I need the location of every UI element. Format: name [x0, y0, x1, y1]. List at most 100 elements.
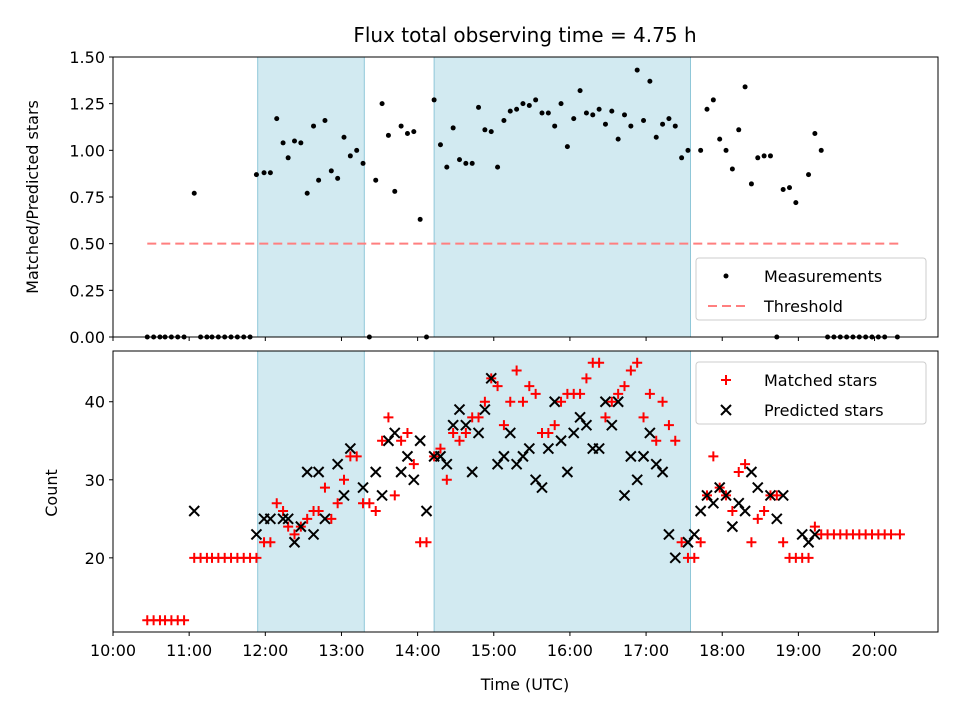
measurement-point — [463, 160, 469, 166]
measurement-point — [583, 110, 589, 116]
x-tick-label: 15:00 — [471, 641, 517, 660]
measurement-point — [539, 110, 545, 116]
measurement-point — [482, 127, 488, 133]
measurement-point — [641, 117, 647, 123]
matched-stars-point — [613, 388, 624, 399]
predicted-stars-point — [682, 536, 694, 548]
matched-stars-point — [530, 388, 541, 399]
predicted-stars-point — [529, 474, 542, 486]
predicted-stars-point — [523, 442, 536, 455]
measurement-point — [679, 155, 685, 161]
predicted-stars-point — [395, 466, 407, 478]
bottom-y-tick-label: 40 — [85, 393, 105, 412]
matched-stars-point — [351, 451, 362, 462]
predicted-stars-point — [802, 536, 815, 548]
predicted-stars-point — [491, 458, 504, 470]
shaded-interval — [433, 350, 691, 633]
predicted-stars-point — [338, 489, 350, 502]
matched-stars-point — [473, 412, 484, 423]
chart-title: Flux total observing time = 4.75 h — [353, 23, 696, 47]
measurement-point — [723, 147, 729, 153]
predicted-stars-point — [250, 528, 263, 541]
legend-box — [695, 361, 927, 425]
measurement-point — [577, 88, 583, 94]
matched-stars-point — [708, 451, 719, 462]
predicted-stars-point — [504, 427, 516, 439]
matched-stars-point — [727, 506, 738, 517]
measurement-point — [292, 138, 297, 144]
matched-stars-point — [644, 388, 655, 399]
matched-stars-point — [492, 381, 503, 392]
measurement-point — [328, 168, 334, 174]
matched-stars-point — [396, 435, 407, 446]
matched-stars-point — [289, 529, 300, 540]
predicted-stars-point — [460, 419, 472, 431]
matched-stars-point — [498, 420, 509, 431]
measurement-point — [698, 147, 704, 153]
measurement-point — [411, 129, 417, 135]
measurement-point — [444, 164, 450, 170]
matched-stars-point — [326, 513, 337, 524]
measurement-point — [609, 108, 615, 114]
bottom-y-axis-label: Count — [42, 469, 61, 517]
predicted-stars-point — [663, 528, 675, 541]
top-y-tick-label: 0.00 — [69, 328, 105, 347]
measurement-point — [780, 187, 786, 193]
top-y-axis-label: Matched/Predicted stars — [23, 100, 42, 294]
shaded-interval — [257, 56, 365, 338]
predicted-stars-point — [301, 466, 313, 478]
matched-stars-point — [894, 529, 905, 540]
matched-stars-point — [265, 537, 276, 548]
predicted-stars-point — [510, 458, 523, 470]
legend-entry-label: Matched stars — [764, 371, 877, 390]
x-tick-label: 10:00 — [90, 641, 136, 660]
predicted-stars-point — [344, 442, 357, 455]
measurement-point — [311, 123, 317, 129]
predicted-stars-point — [733, 497, 745, 509]
measurement-point — [704, 106, 710, 112]
matched-stars-point — [606, 396, 617, 407]
matched-stars-point — [651, 435, 662, 446]
predicted-stars-point — [625, 450, 637, 463]
matched-stars-point — [302, 513, 313, 524]
measurement-point — [571, 116, 577, 122]
predicted-stars-point — [574, 411, 586, 424]
x-tick-label: 19:00 — [775, 641, 821, 660]
predicted-stars-point — [453, 403, 466, 416]
measurement-point — [526, 103, 532, 109]
matched-stars-point — [479, 396, 490, 407]
predicted-stars-point — [593, 442, 605, 455]
legend-predicted-swatch — [720, 404, 732, 416]
measurement-point — [280, 140, 286, 146]
measurement-point — [507, 108, 513, 114]
matched-stars-point — [251, 552, 262, 563]
predicted-stars-point — [319, 513, 331, 525]
measurement-point — [520, 101, 526, 107]
matched-stars-point — [556, 396, 567, 407]
matched-stars-point — [759, 506, 770, 517]
top-panel: 0.00 0.25 0.50 0.75 1.00 1.25 1.50 Measurements… — [69, 48, 939, 347]
measurement-point — [615, 136, 621, 142]
matched-stars-point — [619, 381, 630, 392]
measurement-point — [379, 101, 385, 107]
predicted-stars-point — [517, 450, 529, 463]
measurement-point — [347, 153, 353, 159]
matched-stars-point — [638, 412, 649, 423]
top-y-tick-label: 1.25 — [69, 95, 105, 114]
legend-box — [695, 257, 927, 321]
x-tick-label: 17:00 — [623, 641, 669, 660]
measurement-point — [304, 190, 310, 196]
measurement-point — [545, 110, 551, 116]
matched-stars-point — [441, 474, 452, 485]
predicted-stars-point — [580, 419, 593, 431]
predicted-stars-point — [701, 489, 713, 502]
matched-stars-point — [454, 435, 465, 446]
predicted-stars-point — [472, 427, 485, 439]
measurement-point — [748, 181, 754, 187]
predicted-stars-point — [631, 474, 643, 486]
measurement-point — [253, 172, 259, 178]
predicted-stars-point — [809, 528, 821, 541]
predicted-stars-point — [295, 520, 307, 533]
predicted-stars-point — [548, 396, 561, 408]
